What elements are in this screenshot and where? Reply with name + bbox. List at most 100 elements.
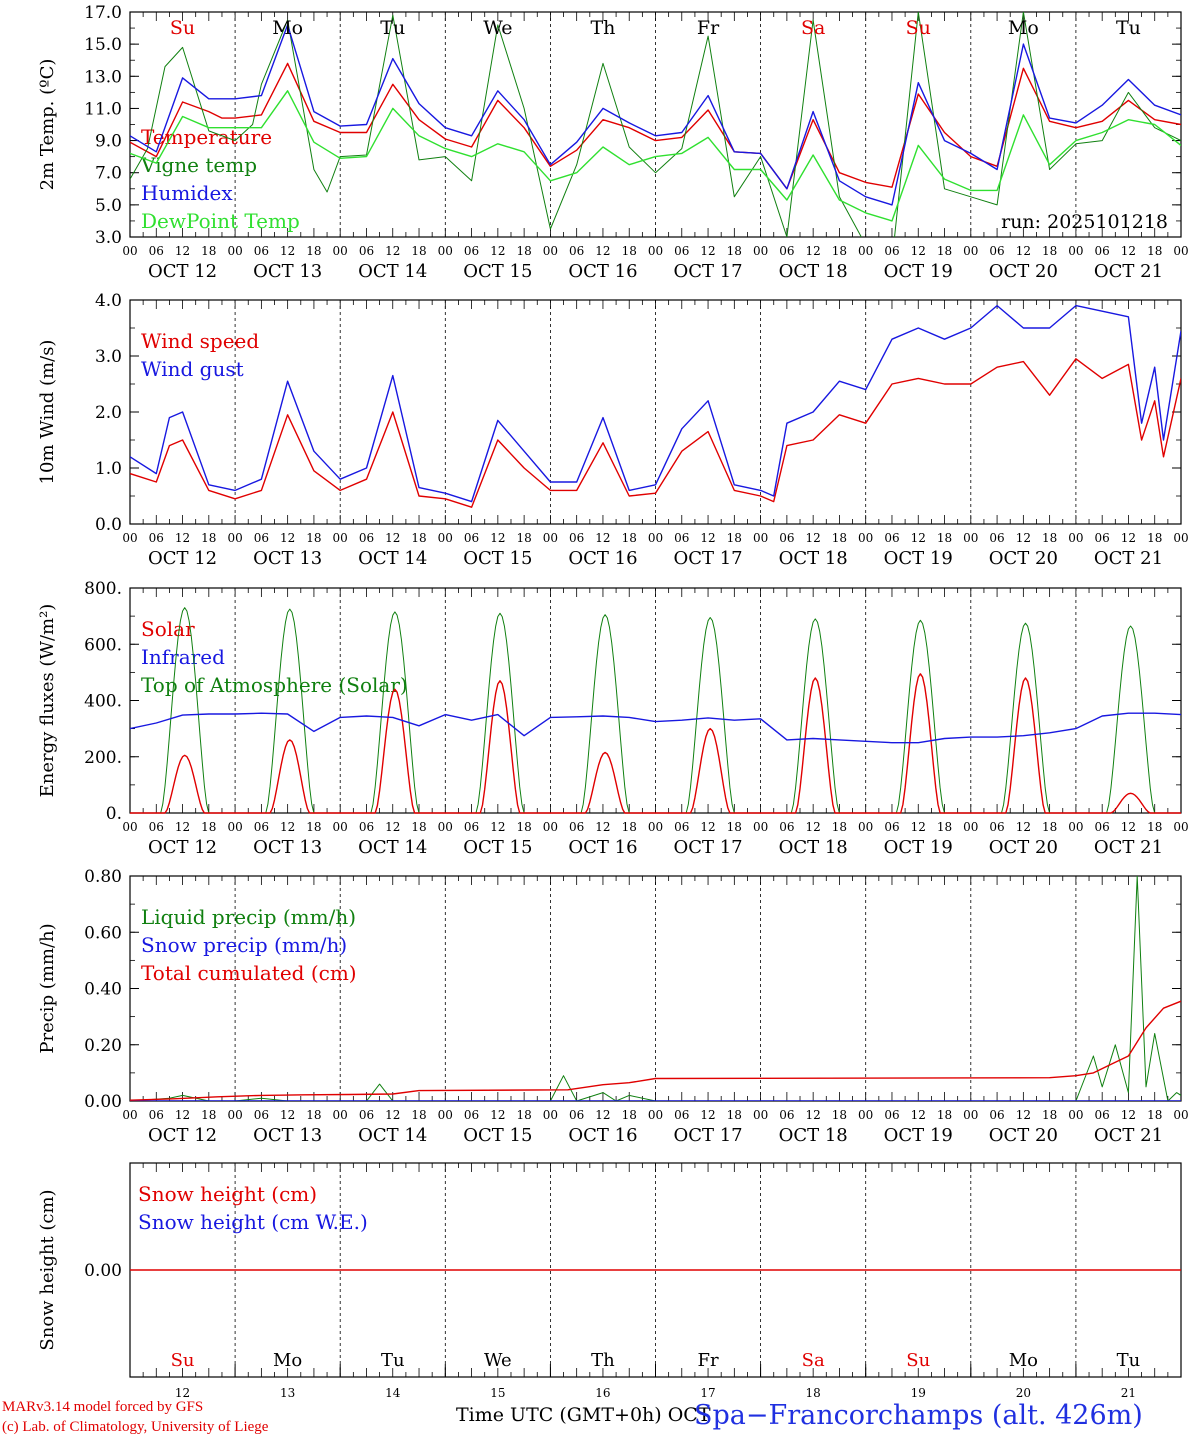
hour-tick-label: 18 xyxy=(411,531,426,545)
hour-tick-label: 12 xyxy=(806,244,821,258)
hour-tick-label: 00 xyxy=(1068,1108,1083,1122)
hour-tick-label: 00 xyxy=(227,244,242,258)
hour-tick-label: 18 xyxy=(832,531,847,545)
hour-tick-label: 06 xyxy=(359,1108,374,1122)
hour-tick-label: 18 xyxy=(306,244,321,258)
weekday-label-bottom: Tu xyxy=(381,1350,405,1371)
y-tick-label: 11.0 xyxy=(84,99,122,119)
hour-tick-label: 06 xyxy=(569,244,584,258)
hour-tick-label: 18 xyxy=(306,1108,321,1122)
hour-tick-label: 18 xyxy=(201,1108,216,1122)
weekday-label-top: Su xyxy=(906,17,931,39)
hour-tick-label: 00 xyxy=(122,1108,137,1122)
hour-tick-label: 00 xyxy=(1173,820,1188,834)
y-tick-label: 3.0 xyxy=(95,347,122,367)
legend-snow-height-cm-: Snow height (cm) xyxy=(138,1182,317,1206)
hour-tick-label: 06 xyxy=(359,820,374,834)
hour-tick-label: 00 xyxy=(438,244,453,258)
hour-tick-label: 00 xyxy=(1173,1108,1188,1122)
hour-tick-label: 12 xyxy=(175,1108,190,1122)
hour-tick-label: 06 xyxy=(1095,244,1110,258)
hour-tick-label: 06 xyxy=(254,531,269,545)
y-tick-label: 0. xyxy=(106,804,122,824)
day-label: OCT 20 xyxy=(989,1125,1058,1146)
hour-tick-label: 12 xyxy=(806,820,821,834)
hour-tick-label: 12 xyxy=(595,531,610,545)
hour-tick-label: 18 xyxy=(937,244,952,258)
y-axis-label-4: Snow height (cm) xyxy=(37,1189,58,1350)
hour-tick-label: 06 xyxy=(779,244,794,258)
weekday-label-bottom: Su xyxy=(171,1350,195,1371)
hour-tick-label: 18 xyxy=(1042,531,1057,545)
hour-tick-label: 06 xyxy=(779,1108,794,1122)
legend-wind-gust: Wind gust xyxy=(141,357,244,381)
hour-tick-label: 18 xyxy=(1147,244,1162,258)
hour-tick-label: 18 xyxy=(516,531,531,545)
y-axis-label-2: Energy fluxes (W/m²) xyxy=(37,604,58,798)
hour-tick-label: 06 xyxy=(149,1108,164,1122)
hour-tick-label: 12 xyxy=(1016,820,1031,834)
hour-tick-label: 00 xyxy=(1173,244,1188,258)
hour-tick-label: 18 xyxy=(727,244,742,258)
hour-tick-label: 18 xyxy=(306,531,321,545)
legend-temperature: Temperature xyxy=(141,125,272,149)
hour-tick-label: 12 xyxy=(280,531,295,545)
weekday-label-top: Th xyxy=(590,17,615,39)
y-tick-label: 17.0 xyxy=(84,3,122,23)
y-tick-label: 0.00 xyxy=(84,1261,122,1281)
hour-tick-label: 00 xyxy=(333,820,348,834)
hour-tick-label: 12 xyxy=(700,820,715,834)
hour-tick-label: 00 xyxy=(1068,531,1083,545)
y-tick-label: 0.40 xyxy=(84,980,122,1000)
weekday-label-top: Fr xyxy=(697,17,720,39)
day-label: OCT 13 xyxy=(253,548,322,569)
hour-tick-label: 12 xyxy=(1121,244,1136,258)
day-label: OCT 12 xyxy=(148,261,217,282)
hour-tick-label: 18 xyxy=(516,1108,531,1122)
hour-tick-label: 06 xyxy=(464,244,479,258)
day-number-label: 21 xyxy=(1121,1386,1136,1400)
day-number-label: 14 xyxy=(385,1386,401,1400)
hour-tick-label: 12 xyxy=(490,531,505,545)
day-label: OCT 20 xyxy=(989,548,1058,569)
hour-tick-label: 18 xyxy=(1042,820,1057,834)
day-number-label: 12 xyxy=(175,1386,190,1400)
day-label: OCT 17 xyxy=(673,1125,742,1146)
hour-tick-label: 18 xyxy=(411,820,426,834)
hour-tick-label: 18 xyxy=(1042,244,1057,258)
lab-credit: (c) Lab. of Climatology, University of L… xyxy=(2,1419,269,1435)
day-label: OCT 17 xyxy=(673,548,742,569)
hour-tick-label: 18 xyxy=(622,244,637,258)
series-humidex xyxy=(130,24,1181,206)
day-label: OCT 14 xyxy=(358,837,427,858)
hour-tick-label: 18 xyxy=(832,244,847,258)
day-label: OCT 19 xyxy=(884,548,953,569)
x-axis-title: Time UTC (GMT+0h) OCT xyxy=(456,1404,711,1426)
day-number-label: 16 xyxy=(595,1386,610,1400)
series-wind-speed xyxy=(130,358,1181,508)
hour-tick-label: 00 xyxy=(648,244,663,258)
day-label: OCT 18 xyxy=(779,837,848,858)
hour-tick-label: 18 xyxy=(1147,1108,1162,1122)
weekday-label-bottom: Fr xyxy=(698,1350,719,1371)
weekday-label-bottom: Sa xyxy=(802,1350,825,1371)
hour-tick-label: 00 xyxy=(753,244,768,258)
hour-tick-label: 06 xyxy=(674,244,689,258)
hour-tick-label: 18 xyxy=(937,820,952,834)
weekday-label-bottom: Mo xyxy=(1009,1350,1038,1371)
series-liquid-precip-mm-h- xyxy=(130,876,1181,1101)
series-dewpoint-temp xyxy=(130,90,1181,222)
hour-tick-label: 12 xyxy=(385,244,400,258)
hour-tick-label: 00 xyxy=(753,531,768,545)
y-axis-label-1: 10m Wind (m/s) xyxy=(37,340,58,485)
hour-tick-label: 00 xyxy=(438,531,453,545)
day-label: OCT 15 xyxy=(463,548,532,569)
hour-tick-label: 06 xyxy=(359,244,374,258)
day-number-label: 17 xyxy=(700,1386,715,1400)
hour-tick-label: 00 xyxy=(543,531,558,545)
hour-tick-label: 12 xyxy=(490,1108,505,1122)
hour-tick-label: 06 xyxy=(1095,531,1110,545)
day-label: OCT 12 xyxy=(148,1125,217,1146)
hour-tick-label: 18 xyxy=(727,531,742,545)
y-tick-label: 15.0 xyxy=(84,35,122,55)
